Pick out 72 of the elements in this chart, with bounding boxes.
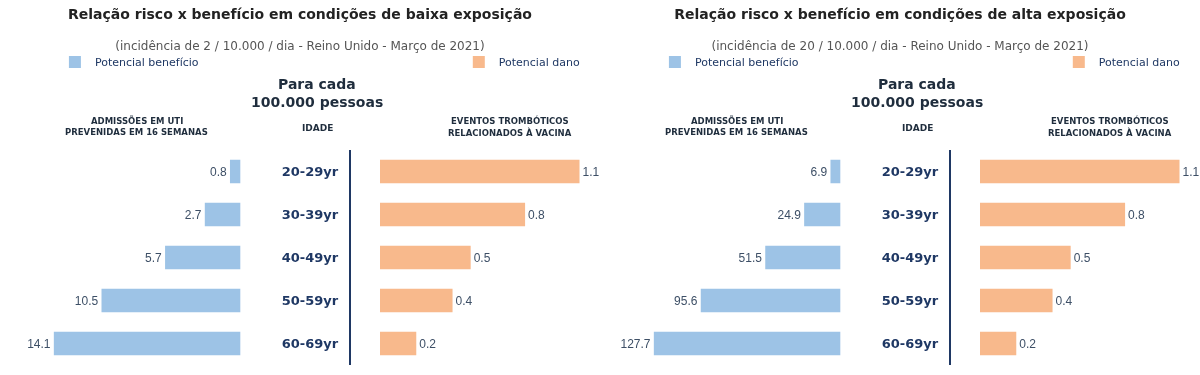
bar [229, 159, 241, 184]
bar [980, 288, 1053, 313]
text: PREVENIDAS EM 16 SEMANAS [65, 127, 208, 137]
data-label: 51.5 [738, 250, 763, 265]
data-label: 0.4 [1055, 293, 1073, 308]
text: 100.000 pessoas [251, 94, 384, 110]
text: PREVENIDAS EM 16 SEMANAS [665, 127, 808, 137]
bar [380, 245, 471, 270]
bar [380, 159, 580, 184]
text: RELACIONADOS À VACINA [448, 127, 572, 138]
data-label: 0.5 [473, 250, 491, 265]
bar [765, 245, 841, 270]
data-label: 0.2 [419, 336, 437, 351]
data-label: 0.4 [455, 293, 473, 308]
text: EVENTOS TROMBÓTICOS [451, 115, 569, 126]
data-label: 0.5 [1073, 250, 1091, 265]
y-tick-label: 60-69yr [881, 336, 939, 352]
bar [980, 159, 1180, 184]
bar [830, 159, 841, 184]
text: Para cada [878, 76, 956, 92]
text: IDADE [902, 123, 934, 133]
bar [980, 245, 1071, 270]
text: Relação risco x benefício em condições de alta exposição [674, 6, 1127, 23]
y-tick-label: 30-39yr [881, 207, 939, 223]
data-label: 5.7 [145, 250, 163, 265]
bar [204, 202, 241, 227]
bar [380, 331, 417, 356]
data-label: 0.8 [528, 207, 546, 222]
data-label: 14.1 [27, 336, 51, 351]
y-tick-label: 60-69yr [281, 336, 339, 352]
text: Relação risco x benefício em condições de baixa exposição [68, 6, 533, 23]
text: Para cada [278, 76, 356, 92]
legend-label: Potencial benefício [94, 56, 199, 70]
bar [101, 288, 241, 313]
legend-label: Potencial dano [498, 56, 580, 70]
text: ADMISSÕES EM UTI [691, 115, 784, 126]
text: (incidência de 2 / 10.000 / dia - Reino Unido - Março de 2021) [115, 38, 485, 53]
bar [980, 331, 1017, 356]
bar [804, 202, 841, 227]
text: 100.000 pessoas [851, 94, 984, 110]
data-label: 95.6 [674, 293, 698, 308]
text: (incidência de 20 / 10.000 / dia - Reino Unido - Março de 2021) [711, 38, 1089, 53]
data-label: 24.9 [777, 207, 802, 222]
y-tick-label: 30-39yr [281, 207, 339, 223]
data-label: 127.7 [620, 336, 651, 351]
text: EVENTOS TROMBÓTICOS [1051, 115, 1169, 126]
bar [700, 288, 841, 313]
bar [380, 288, 453, 313]
y-tick-label: 50-59yr [281, 293, 339, 309]
data-label: 0.2 [1019, 336, 1037, 351]
y-tick-label: 20-29yr [881, 164, 939, 180]
bar [165, 245, 241, 270]
y-tick-label: 40-49yr [881, 250, 939, 266]
data-label: 2.7 [184, 207, 202, 222]
text: ADMISSÕES EM UTI [91, 115, 184, 126]
bar [980, 202, 1126, 227]
data-label: 1.1 [1182, 164, 1200, 179]
data-label: 6.9 [810, 164, 828, 179]
y-tick-label: 20-29yr [281, 164, 339, 180]
y-tick-label: 50-59yr [881, 293, 939, 309]
data-label: 0.8 [1128, 207, 1146, 222]
bar [653, 331, 841, 356]
bar [53, 331, 241, 356]
y-tick-label: 40-49yr [281, 250, 339, 266]
text: RELACIONADOS À VACINA [1048, 127, 1172, 138]
data-label: 10.5 [74, 293, 99, 308]
data-label: 0.8 [209, 164, 227, 179]
legend-label: Potencial dano [1098, 56, 1180, 70]
data-label: 1.1 [582, 164, 600, 179]
text: IDADE [302, 123, 334, 133]
bar [380, 202, 526, 227]
legend-label: Potencial benefício [694, 56, 799, 70]
